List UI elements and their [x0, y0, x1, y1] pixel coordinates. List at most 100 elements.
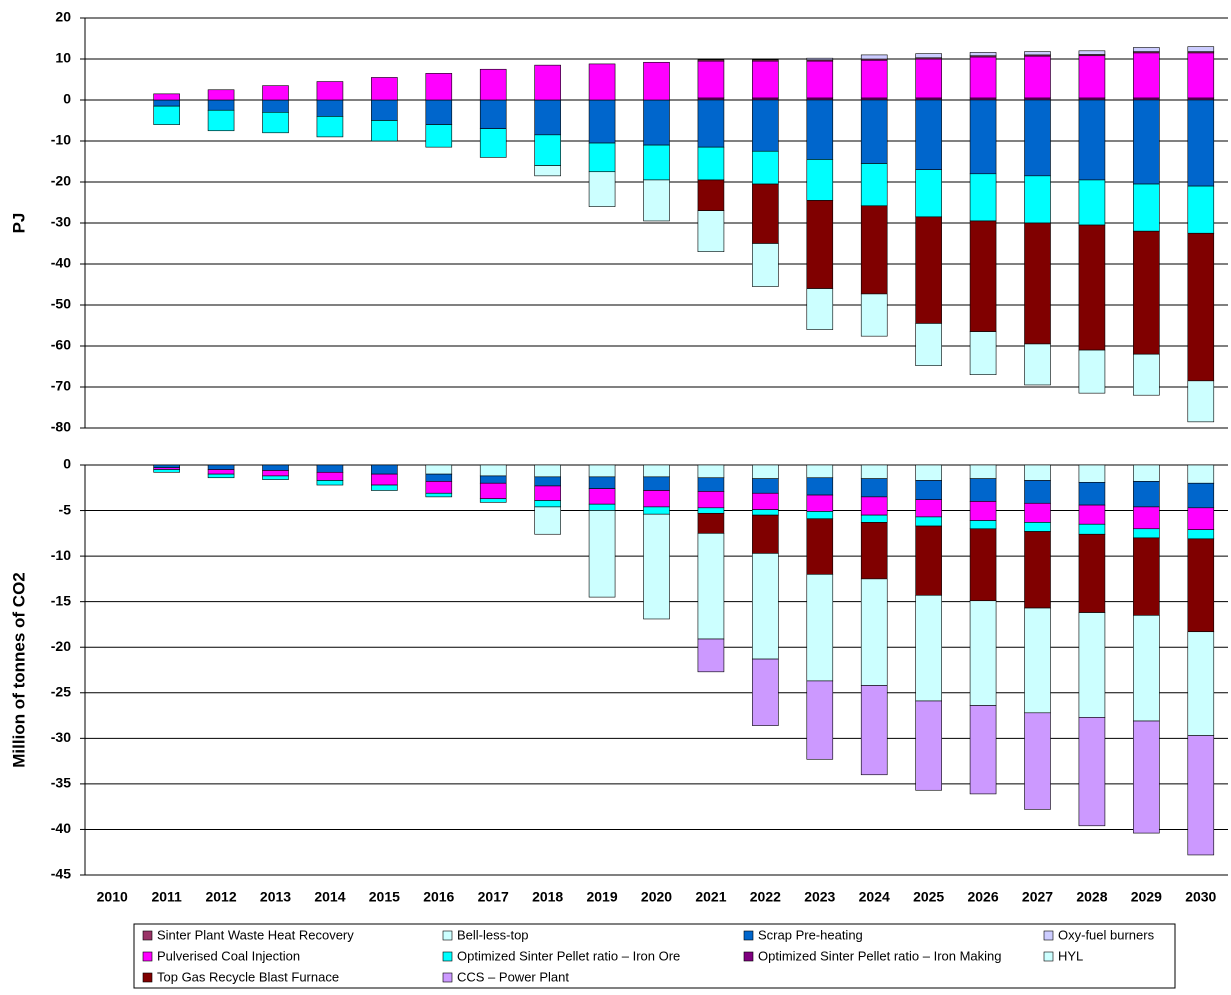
bar-segment	[752, 60, 779, 99]
bar-segment	[1187, 52, 1215, 99]
y-tick-label: -40	[51, 255, 71, 271]
legend-swatch	[743, 930, 754, 941]
bar-segment	[207, 469, 235, 475]
y-tick-label: -35	[51, 775, 71, 791]
bar-segment	[1024, 464, 1051, 481]
bar-segment	[1133, 720, 1160, 834]
x-tick-label: 2016	[423, 889, 454, 905]
bar-segment	[697, 59, 725, 62]
bar-segment	[1133, 52, 1160, 99]
bar-segment	[1078, 50, 1106, 55]
bar-segment	[806, 464, 834, 479]
bar-segment	[1187, 631, 1215, 736]
bar-segment	[860, 478, 888, 498]
bar-segment	[752, 514, 779, 554]
x-tick-label: 2028	[1076, 889, 1107, 905]
y-tick-label: -5	[59, 501, 72, 517]
bar-segment	[806, 99, 834, 160]
bar-segment	[806, 288, 834, 330]
bar-segment	[425, 99, 453, 125]
y-tick-label: -80	[51, 419, 71, 435]
bar-segment	[1024, 222, 1051, 345]
y-tick-label: -20	[51, 638, 71, 654]
y-tick-label: 0	[63, 456, 71, 472]
bar-segment	[534, 500, 561, 508]
bar-segment	[969, 97, 997, 101]
bar-segment	[1187, 99, 1215, 187]
bar-segment	[752, 59, 779, 62]
bar-segment	[643, 490, 670, 508]
x-tick-label: 2012	[205, 889, 236, 905]
bar-segment	[588, 464, 616, 478]
bar-segment	[371, 120, 398, 142]
bar-segment	[1024, 607, 1051, 714]
legend-swatch	[142, 972, 153, 983]
bar-segment	[915, 464, 942, 481]
bar-segment	[643, 476, 670, 491]
bar-segment	[1078, 224, 1106, 351]
legend-swatch	[442, 972, 453, 983]
bar-segment	[860, 578, 888, 686]
bar-segment	[697, 533, 725, 640]
legend-label: Scrap Pre-heating	[758, 927, 863, 942]
bar-segment	[1078, 99, 1106, 181]
bar-segment	[915, 700, 942, 791]
bar-segment	[860, 99, 888, 164]
bar-segment	[1078, 179, 1106, 226]
bar-segment	[1133, 481, 1160, 508]
legend-label: Oxy-fuel burners	[1058, 927, 1155, 942]
bar-segment	[860, 522, 888, 580]
bar-segment	[1024, 175, 1051, 224]
bar-segment	[915, 99, 942, 170]
x-tick-label: 2018	[532, 889, 563, 905]
bar-segment	[371, 99, 398, 121]
bar-segment	[371, 484, 398, 491]
bar-segment	[969, 220, 997, 332]
bar-segment	[1078, 504, 1106, 525]
bar-segment	[915, 323, 942, 366]
bar-segment	[860, 496, 888, 516]
bar-segment	[588, 476, 616, 489]
bar-segment	[806, 680, 834, 760]
bar-segment	[969, 600, 997, 706]
bar-segment	[915, 216, 942, 324]
bar-segment	[425, 464, 453, 475]
bar-segment	[1187, 464, 1215, 484]
bar-segment	[752, 150, 779, 185]
bar-segment	[1024, 97, 1051, 101]
bar-segment	[1078, 523, 1106, 535]
legend-swatch	[1043, 930, 1054, 941]
bar-segment	[1187, 97, 1215, 101]
legend: Sinter Plant Waste Heat Recovery Bell-les…	[142, 927, 1155, 984]
bar-segment	[860, 59, 888, 99]
bar-segment	[643, 61, 670, 101]
bar-segment	[969, 501, 997, 521]
bar-segment	[262, 475, 289, 480]
bar-segment	[969, 478, 997, 502]
bar-segment	[207, 99, 235, 111]
bar-segment	[425, 73, 453, 101]
bar-segment	[1133, 47, 1160, 52]
bar-segment	[425, 492, 453, 498]
bar-segment	[534, 506, 561, 535]
bar-segment	[425, 481, 453, 494]
bar-segment	[1078, 55, 1106, 99]
x-tick-label: 2014	[314, 889, 345, 905]
bar-segment	[697, 507, 725, 514]
bar-segment	[643, 513, 670, 620]
x-tick-label: 2030	[1185, 889, 1216, 905]
bar-segment	[1187, 482, 1215, 509]
bar-segment	[371, 464, 398, 475]
bar-segment	[915, 480, 942, 500]
y-axis-label: PJ	[9, 213, 28, 234]
bar-segment	[643, 99, 670, 146]
bar-segment	[806, 518, 834, 575]
bar-segment	[860, 205, 888, 295]
bar-segment	[1078, 482, 1106, 506]
bar-segment	[153, 464, 180, 469]
bar-segment	[207, 464, 235, 470]
bar-segment	[752, 243, 779, 287]
bar-segment	[860, 685, 888, 776]
bar-segment	[697, 99, 725, 148]
bar-segment	[1133, 353, 1160, 396]
